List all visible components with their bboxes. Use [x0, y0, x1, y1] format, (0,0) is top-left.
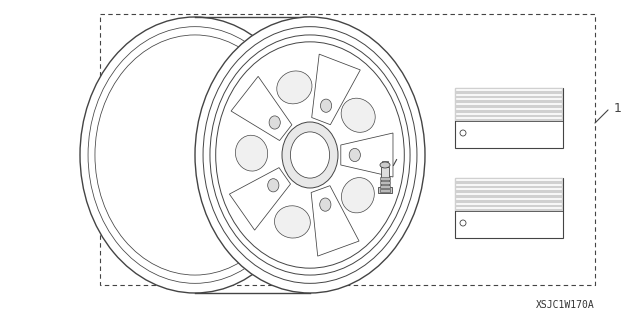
- Ellipse shape: [460, 130, 466, 136]
- Ellipse shape: [95, 35, 295, 275]
- Polygon shape: [341, 133, 393, 177]
- Bar: [100, 14, 595, 285]
- Bar: [380, 185, 390, 188]
- Bar: [455, 88, 563, 121]
- Ellipse shape: [203, 27, 417, 283]
- Bar: [378, 187, 392, 193]
- Ellipse shape: [342, 178, 374, 213]
- Bar: [380, 177, 390, 180]
- Ellipse shape: [216, 42, 404, 268]
- Ellipse shape: [349, 148, 360, 162]
- Ellipse shape: [88, 27, 302, 283]
- Ellipse shape: [291, 132, 330, 178]
- Ellipse shape: [275, 206, 310, 238]
- Ellipse shape: [236, 135, 268, 171]
- Text: XSJC1W170A: XSJC1W170A: [536, 300, 595, 310]
- Text: 2: 2: [398, 142, 406, 155]
- Ellipse shape: [282, 122, 338, 188]
- Ellipse shape: [320, 198, 331, 211]
- Ellipse shape: [195, 17, 425, 293]
- Ellipse shape: [321, 99, 332, 112]
- Ellipse shape: [269, 116, 280, 129]
- Polygon shape: [231, 76, 292, 141]
- Polygon shape: [311, 186, 359, 256]
- Ellipse shape: [268, 179, 279, 192]
- Polygon shape: [229, 167, 291, 230]
- Ellipse shape: [460, 220, 466, 226]
- Bar: [455, 88, 563, 148]
- Ellipse shape: [276, 71, 312, 104]
- Ellipse shape: [380, 162, 390, 168]
- Polygon shape: [312, 54, 360, 125]
- Bar: [381, 167, 389, 187]
- Bar: [455, 178, 563, 211]
- Bar: [380, 181, 390, 183]
- Ellipse shape: [210, 35, 410, 275]
- Text: 1: 1: [614, 101, 622, 115]
- Ellipse shape: [341, 98, 375, 132]
- Ellipse shape: [80, 17, 310, 293]
- Bar: [455, 178, 563, 238]
- Bar: [380, 189, 390, 191]
- Bar: [382, 161, 388, 167]
